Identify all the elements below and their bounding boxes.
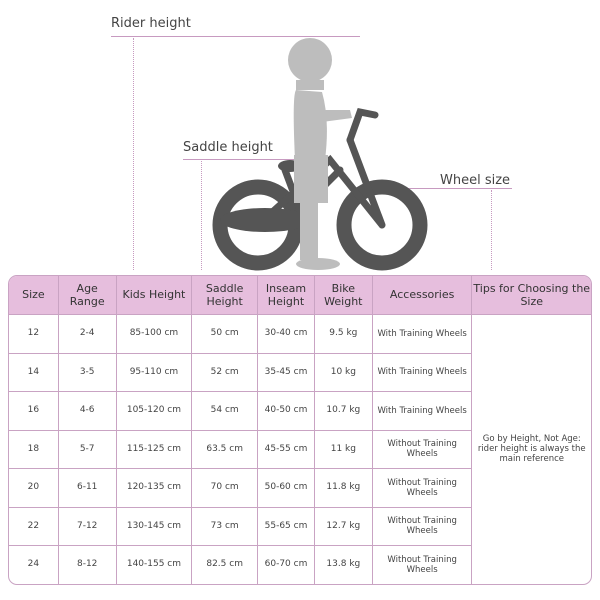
saddle-height-arrow — [201, 161, 202, 270]
cell-kids-height: 85-100 cm — [116, 314, 193, 353]
rider-height-arrow — [133, 38, 134, 270]
cell-kids-height: 105-120 cm — [116, 391, 193, 430]
cell-bike-weight: 10.7 kg — [314, 391, 373, 430]
table-row: 14 3-5 95-110 cm 52 cm 35-45 cm 10 kg With Tra… — [9, 352, 591, 391]
table-row: 22 7-12 130-145 cm 73 cm 55-65 cm 12.7 kg With… — [9, 506, 591, 545]
header-age-range: Age Range — [58, 276, 117, 314]
cell-saddle-height: 63.5 cm — [192, 429, 259, 468]
cell-saddle-height: 73 cm — [192, 506, 259, 545]
header-bike-weight: Bike Weight — [314, 276, 373, 314]
cell-inseam-height: 45-55 cm — [258, 429, 315, 468]
cell-bike-weight: 10 kg — [314, 352, 373, 391]
cell-accessories: With Training Wheels — [372, 391, 473, 430]
cell-saddle-height: 52 cm — [192, 352, 259, 391]
cell-inseam-height: 50-60 cm — [258, 468, 315, 507]
cell-age-range: 3-5 — [58, 352, 117, 391]
bicycle-icon — [212, 107, 428, 271]
cell-inseam-height: 35-45 cm — [258, 352, 315, 391]
cell-bike-weight: 13.8 kg — [314, 545, 373, 584]
cell-kids-height: 130-145 cm — [116, 506, 193, 545]
cell-kids-height: 95-110 cm — [116, 352, 193, 391]
cell-kids-height: 140-155 cm — [116, 545, 193, 584]
tip-cell: Go by Height, Not Age: rider height is a… — [472, 314, 591, 584]
wheel-size-line — [380, 188, 512, 189]
cell-saddle-height: 50 cm — [192, 314, 259, 353]
header-inseam-height: Inseam Height — [258, 276, 315, 314]
cell-bike-weight: 11.8 kg — [314, 468, 373, 507]
cell-age-range: 5-7 — [58, 429, 117, 468]
cell-age-range: 7-12 — [58, 506, 117, 545]
cell-accessories: Without Training Wheels — [372, 468, 473, 507]
cell-inseam-height: 30-40 cm — [258, 314, 315, 353]
table-row: 18 5-7 115-125 cm 63.5 cm 45-55 cm 11 kg Witho… — [9, 429, 591, 468]
child-rider-icon — [288, 38, 352, 270]
wheel-size-label: Wheel size — [440, 173, 511, 188]
cell-inseam-height: 40-50 cm — [258, 391, 315, 430]
cell-inseam-height: 55-65 cm — [258, 506, 315, 545]
cell-age-range: 8-12 — [58, 545, 117, 584]
bike-rider-illustration — [212, 38, 428, 271]
cell-age-range: 4-6 — [58, 391, 117, 430]
cell-age-range: 6-11 — [58, 468, 117, 507]
cell-kids-height: 115-125 cm — [116, 429, 193, 468]
rider-height-label: Rider height — [111, 16, 191, 31]
cell-accessories: Without Training Wheels — [372, 429, 473, 468]
table-row: 12 2-4 85-100 cm 50 cm 30-40 cm 9.5 kg With Tr… — [9, 314, 591, 464]
header-tips: Tips for Choosing the Size — [472, 276, 591, 314]
table-row: 16 4-6 105-120 cm 54 cm 40-50 cm 10.7 kg With … — [9, 391, 591, 430]
header-kids-height: Kids Height — [116, 276, 193, 314]
header-saddle-height: Saddle Height — [192, 276, 259, 314]
cell-inseam-height: 60-70 cm — [258, 545, 315, 584]
cell-size: 20 — [9, 468, 59, 507]
table-row: 24 8-12 140-155 cm 82.5 cm 60-70 cm 13.8 kg Wi… — [9, 545, 591, 584]
cell-size: 16 — [9, 391, 59, 430]
cell-accessories: Without Training Wheels — [372, 506, 473, 545]
cell-accessories: With Training Wheels — [372, 314, 473, 353]
cell-size: 18 — [9, 429, 59, 468]
cell-saddle-height: 82.5 cm — [192, 545, 259, 584]
table-header-row: Size Age Range Kids Height Saddle Height… — [9, 276, 591, 314]
cell-size: 14 — [9, 352, 59, 391]
cell-accessories: With Training Wheels — [372, 352, 473, 391]
cell-kids-height: 120-135 cm — [116, 468, 193, 507]
header-accessories: Accessories — [372, 276, 473, 314]
cell-bike-weight: 11 kg — [314, 429, 373, 468]
size-chart-table: Size Age Range Kids Height Saddle Height… — [8, 275, 592, 585]
table-row: 20 6-11 120-135 cm 70 cm 50-60 cm 11.8 kg With… — [9, 468, 591, 507]
cell-age-range: 2-4 — [58, 314, 117, 353]
saddle-height-label: Saddle height — [183, 140, 273, 155]
saddle-height-line — [183, 159, 303, 160]
cell-bike-weight: 12.7 kg — [314, 506, 373, 545]
cell-saddle-height: 54 cm — [192, 391, 259, 430]
wheel-size-arrow — [491, 190, 492, 270]
cell-accessories: Without Training Wheels — [372, 545, 473, 584]
cell-bike-weight: 9.5 kg — [314, 314, 373, 353]
cell-size: 24 — [9, 545, 59, 584]
rider-height-line — [111, 36, 360, 37]
header-size: Size — [9, 276, 59, 314]
cell-saddle-height: 70 cm — [192, 468, 259, 507]
cell-size: 22 — [9, 506, 59, 545]
cell-size: 12 — [9, 314, 59, 353]
